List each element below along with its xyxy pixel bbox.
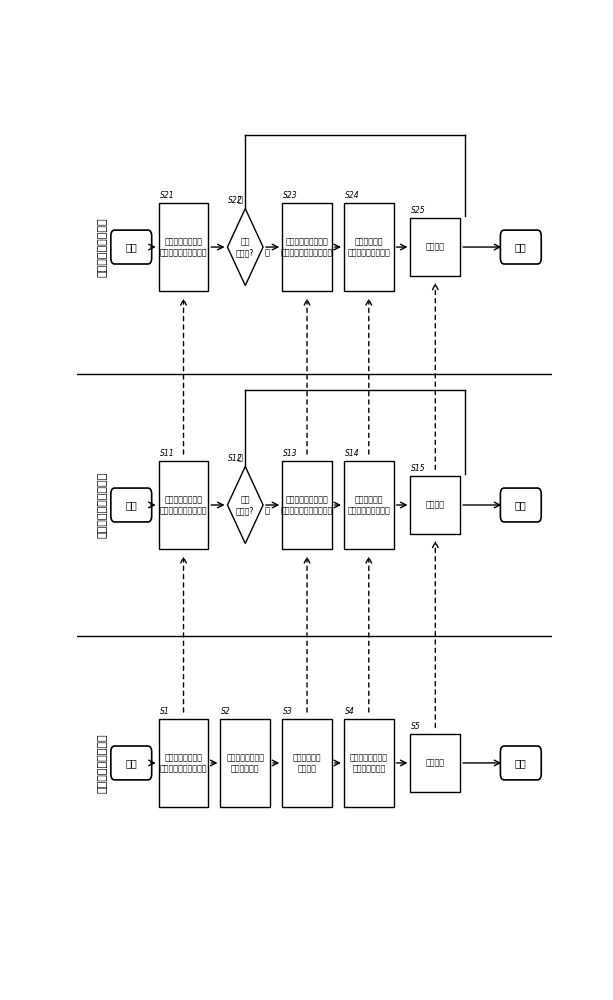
Polygon shape [227,209,263,286]
FancyBboxPatch shape [220,719,270,807]
Text: 结束: 结束 [515,500,527,510]
Text: 发送端处的控制电路: 发送端处的控制电路 [97,733,108,793]
Text: 等待直到经过
预定等待时间段为止: 等待直到经过 预定等待时间段为止 [348,495,390,515]
Text: 否: 否 [238,195,243,204]
Text: 接收端处的控制电路: 接收端处的控制电路 [97,217,108,277]
FancyBboxPatch shape [282,719,332,807]
Text: 结束: 结束 [515,242,527,252]
FancyBboxPatch shape [159,461,208,549]
Text: S25: S25 [411,206,426,215]
Text: 等待直到经过预定
保护时间为止: 等待直到经过预定 保护时间为止 [226,753,264,773]
Text: S24: S24 [345,191,359,200]
Text: S15: S15 [411,464,426,473]
Text: S23: S23 [283,191,298,200]
FancyBboxPatch shape [410,476,460,534]
Text: 发送用于给出控制
处理详情的通知的信息: 发送用于给出控制 处理详情的通知的信息 [160,753,207,773]
Polygon shape [227,466,263,544]
FancyBboxPatch shape [410,734,460,792]
Text: 中继节点处的控制电路: 中继节点处的控制电路 [97,472,108,538]
Text: 获取用于给出控制
处理详情的通知的信息: 获取用于给出控制 处理详情的通知的信息 [160,237,207,257]
Text: 等待直到检测到控制
开始定时消息为止、检测: 等待直到检测到控制 开始定时消息为止、检测 [281,495,333,515]
Text: 开始: 开始 [126,758,137,768]
Text: S14: S14 [345,449,359,458]
Text: 结束: 结束 [515,758,527,768]
Text: 存在
处理吗?: 存在 处理吗? [236,495,254,515]
FancyBboxPatch shape [344,461,394,549]
Text: 存在
处理吗?: 存在 处理吗? [236,237,254,257]
Text: 执行处理: 执行处理 [426,500,445,510]
Text: S11: S11 [159,449,174,458]
Text: 等待直到经过预定
等待时间段为止: 等待直到经过预定 等待时间段为止 [350,753,388,773]
Text: S22: S22 [229,196,243,205]
Text: 是: 是 [265,249,270,258]
Text: S21: S21 [159,191,174,200]
Text: 执行处理: 执行处理 [426,243,445,252]
Text: 等待直到经过
预定等待时间段为止: 等待直到经过 预定等待时间段为止 [348,237,390,257]
FancyBboxPatch shape [282,203,332,291]
FancyBboxPatch shape [159,719,208,807]
Text: 获取用于给出控制
处理详情的通知的信息: 获取用于给出控制 处理详情的通知的信息 [160,495,207,515]
Text: S3: S3 [283,707,293,716]
FancyBboxPatch shape [410,218,460,276]
Text: S1: S1 [159,707,169,716]
Text: S2: S2 [221,707,231,716]
FancyBboxPatch shape [500,746,541,780]
Text: 开始: 开始 [126,500,137,510]
FancyBboxPatch shape [500,488,541,522]
Text: S5: S5 [411,722,421,731]
FancyBboxPatch shape [111,488,151,522]
Text: 等待直到检测到控制
开始定时消息为止、检测: 等待直到检测到控制 开始定时消息为止、检测 [281,237,333,257]
FancyBboxPatch shape [111,230,151,264]
FancyBboxPatch shape [344,203,394,291]
Text: 否: 否 [238,453,243,462]
Text: S4: S4 [345,707,354,716]
FancyBboxPatch shape [111,746,151,780]
FancyBboxPatch shape [282,461,332,549]
Text: S13: S13 [283,449,298,458]
FancyBboxPatch shape [344,719,394,807]
Text: 开始: 开始 [126,242,137,252]
Text: 是: 是 [265,507,270,516]
Text: S12: S12 [229,454,243,463]
FancyBboxPatch shape [159,203,208,291]
Text: 切换处理: 切换处理 [426,758,445,767]
Text: 发送控制开始
定时消息: 发送控制开始 定时消息 [293,753,321,773]
FancyBboxPatch shape [500,230,541,264]
